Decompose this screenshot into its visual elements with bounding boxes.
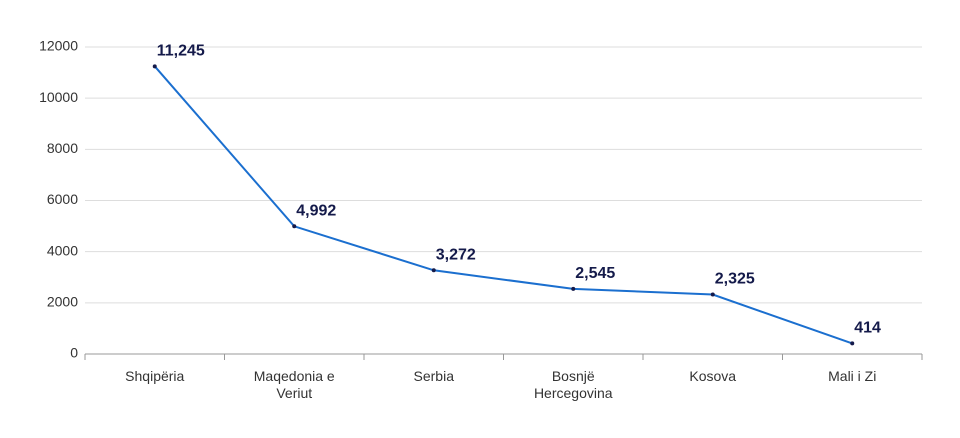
point (571, 286, 576, 291)
value-label: 11,245 (157, 43, 205, 60)
x-tick-label: Bosnjë Hercegovina (533, 368, 613, 401)
value-label: 3,272 (436, 247, 476, 264)
x-tick-label: Maqedonia e Veriut (253, 368, 335, 401)
y-tick-label: 2000 (47, 294, 78, 310)
line (153, 65, 853, 345)
x-tick-label: Kosova (689, 368, 737, 384)
y-tick-label: 8000 (47, 140, 78, 156)
value-label: 2,545 (575, 265, 615, 282)
point (292, 224, 297, 229)
y-tick-label: 6000 (47, 191, 78, 207)
value-label: 2,325 (715, 271, 755, 288)
point (710, 292, 715, 297)
y-tick-label: 10000 (39, 89, 78, 105)
y-tick-label: 12000 (39, 38, 78, 54)
value-label: 4,992 (296, 203, 336, 220)
x-tick-label: Mali i Zi (828, 368, 877, 384)
y-tick-label: 4000 (47, 242, 78, 258)
point (431, 268, 436, 273)
point (850, 341, 855, 346)
point (152, 64, 157, 69)
x-tick-label: Shqipëria (125, 368, 185, 384)
value-label: 414 (854, 320, 881, 337)
y-tick-label: 0 (70, 345, 78, 361)
x-tick-label: Serbia (413, 368, 454, 384)
